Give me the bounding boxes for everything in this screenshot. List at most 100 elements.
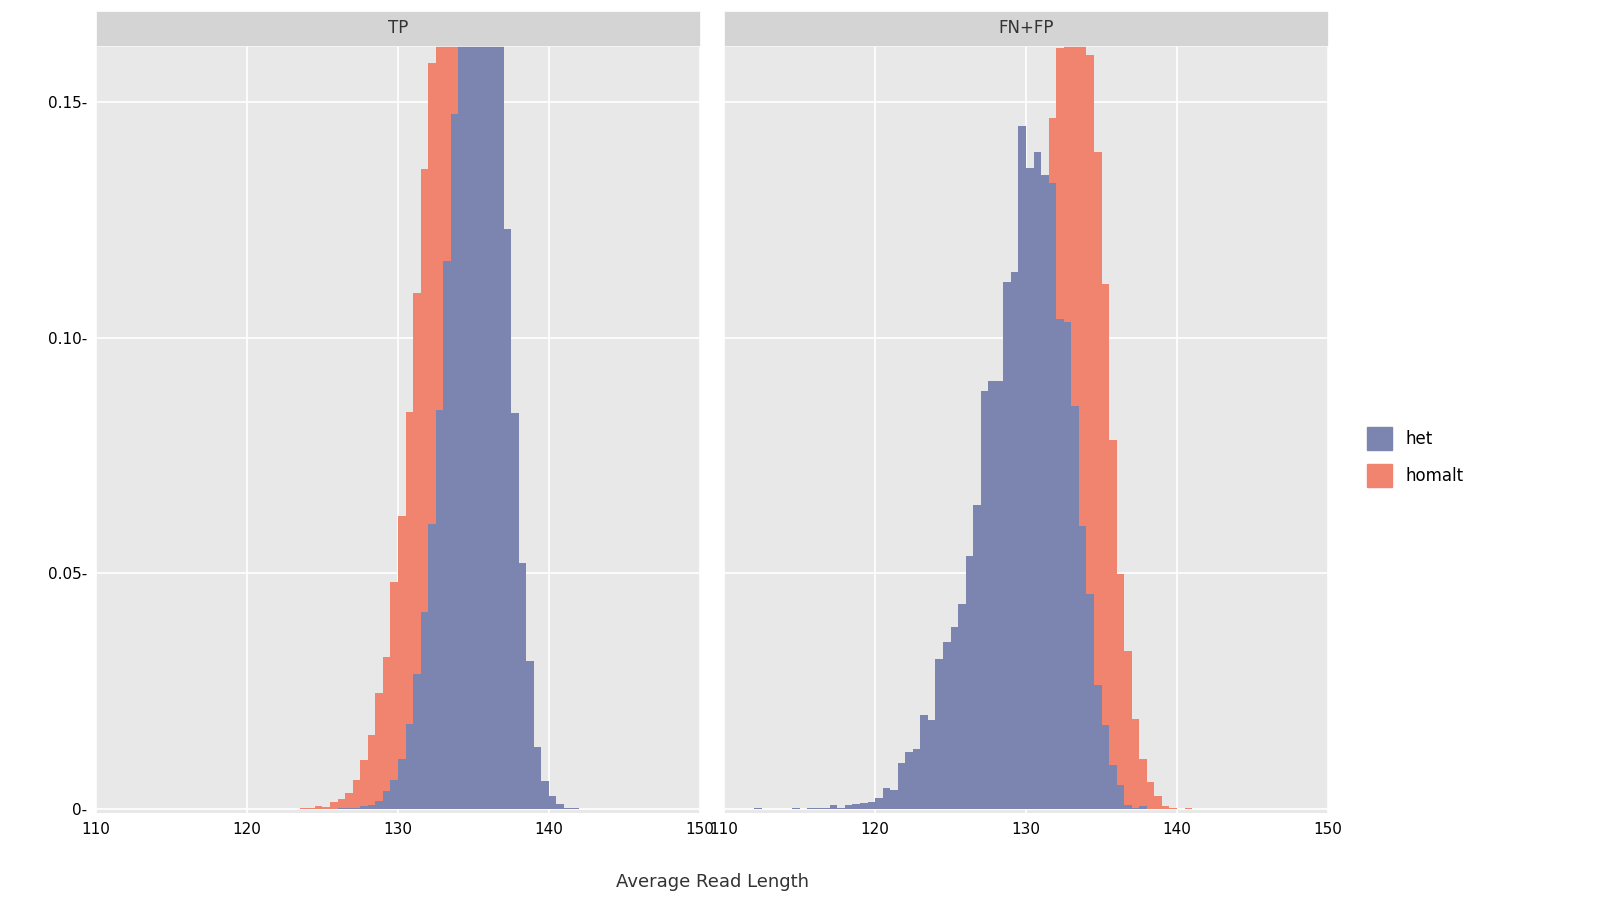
Bar [518, 794, 526, 809]
Bar [1003, 282, 1011, 809]
Bar [1109, 440, 1117, 809]
Bar [482, 0, 488, 809]
Bar [1125, 651, 1131, 809]
Bar [1048, 184, 1056, 809]
Bar [1019, 491, 1026, 809]
Bar [1019, 126, 1026, 809]
Bar [435, 409, 443, 809]
Bar [443, 261, 451, 809]
Bar [390, 780, 398, 809]
Text: Average Read Length: Average Read Length [616, 873, 808, 891]
Bar [950, 627, 958, 809]
Bar [1042, 175, 1048, 809]
Bar [995, 679, 1003, 809]
Bar [1078, 0, 1086, 809]
Bar [1056, 319, 1064, 809]
Bar [806, 808, 814, 809]
Bar [338, 799, 346, 809]
Bar [405, 412, 413, 809]
Bar [405, 724, 413, 809]
Bar [1154, 796, 1162, 809]
Bar [360, 806, 368, 809]
Bar [1011, 569, 1019, 809]
Bar [458, 0, 466, 809]
Bar [1094, 686, 1101, 809]
Bar [845, 805, 853, 809]
Bar [989, 716, 995, 809]
Bar [928, 807, 936, 809]
Bar [981, 740, 989, 809]
Bar [1101, 284, 1109, 809]
Bar [1056, 48, 1064, 809]
Bar [995, 381, 1003, 809]
Bar [429, 524, 435, 809]
Bar [466, 14, 474, 809]
Bar [1072, 0, 1078, 809]
Bar [973, 773, 981, 809]
Bar [474, 180, 482, 809]
Bar [421, 611, 429, 809]
Bar [1147, 781, 1154, 809]
Bar [518, 563, 526, 809]
Bar [541, 781, 549, 809]
Bar [488, 0, 496, 809]
Bar [413, 674, 421, 809]
Bar [398, 515, 405, 809]
Bar [360, 760, 368, 809]
Bar [549, 796, 557, 809]
Bar [1117, 785, 1125, 809]
Bar [822, 808, 830, 809]
Bar [368, 735, 376, 809]
Bar [837, 808, 845, 809]
Bar [814, 808, 822, 809]
Bar [458, 0, 466, 809]
Bar [906, 752, 914, 809]
Bar [382, 792, 390, 809]
Bar [1162, 806, 1170, 809]
Bar [323, 807, 330, 809]
Bar [890, 790, 898, 809]
Bar [958, 792, 966, 809]
Bar [1042, 224, 1048, 809]
Bar [346, 808, 352, 809]
Bar [451, 114, 458, 809]
Bar [1109, 765, 1117, 809]
Bar [853, 804, 859, 809]
Bar [989, 381, 995, 809]
Bar [1094, 152, 1101, 809]
Bar [504, 727, 510, 809]
Bar [368, 805, 376, 809]
Bar [966, 556, 973, 809]
Bar [330, 802, 338, 809]
Bar [1078, 526, 1086, 809]
Bar [1086, 594, 1094, 809]
Bar [966, 777, 973, 809]
Bar [1064, 323, 1072, 809]
Bar [1064, 0, 1072, 809]
Bar [1139, 759, 1147, 809]
Bar [936, 659, 942, 809]
Bar [1131, 808, 1139, 809]
Bar [429, 63, 435, 809]
Bar [443, 0, 451, 809]
Bar [510, 773, 518, 809]
Bar [413, 293, 421, 809]
Bar [1086, 55, 1094, 809]
Bar [1011, 271, 1019, 809]
Bar [346, 793, 352, 809]
Bar [1072, 406, 1078, 809]
Bar [1101, 725, 1109, 809]
Text: FN+FP: FN+FP [998, 19, 1054, 37]
Bar [1131, 719, 1139, 809]
Bar [936, 803, 942, 809]
Bar [526, 803, 534, 809]
Bar [1048, 118, 1056, 809]
Bar [534, 747, 541, 809]
Bar [867, 802, 875, 809]
Bar [1034, 152, 1042, 809]
Bar [950, 794, 958, 809]
Bar [754, 808, 762, 809]
Bar [830, 805, 837, 809]
Bar [496, 39, 504, 809]
Bar [466, 0, 474, 809]
